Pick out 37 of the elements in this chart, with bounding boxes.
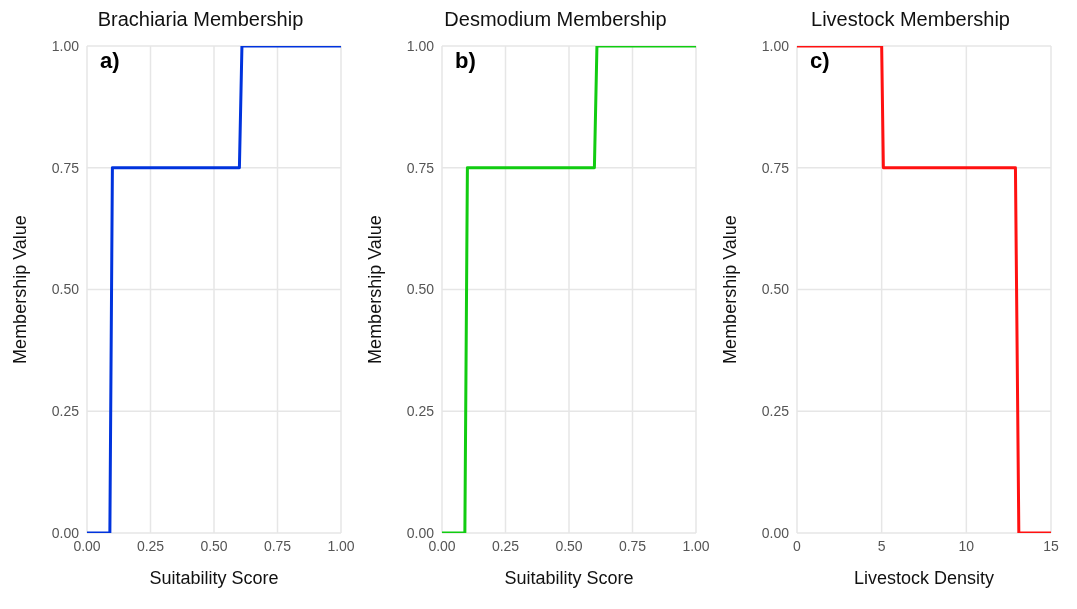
annotation: c) <box>810 48 830 74</box>
x-tick-label: 0.75 <box>618 537 647 554</box>
y-tick-label: 0.75 <box>761 159 790 176</box>
y-tick-label: 0.25 <box>406 403 435 420</box>
x-tick-label: 1.00 <box>327 537 355 554</box>
x-tick-label: 10 <box>958 537 975 554</box>
y-tick-label: 0.50 <box>406 281 435 298</box>
y-tick-label: 0.50 <box>761 281 790 298</box>
chart-title: Desmodium Membership <box>443 8 668 32</box>
y-tick-label: 1.00 <box>406 37 435 54</box>
x-tick-label: 0.50 <box>555 537 583 554</box>
y-axis-title: Membership Value <box>365 215 386 364</box>
x-tick-label: 15 <box>1043 537 1059 554</box>
y-tick-label: 0.75 <box>51 159 80 176</box>
y-axis-title: Membership Value <box>10 215 31 364</box>
x-tick-label: 0 <box>793 537 802 554</box>
y-tick-label: 1.00 <box>51 37 80 54</box>
x-tick-label: 5 <box>877 537 886 554</box>
annotation: a) <box>100 48 120 74</box>
x-tick-label: 0.25 <box>136 537 165 554</box>
y-tick-label: 0.25 <box>761 403 790 420</box>
y-tick-label: 0.75 <box>406 159 435 176</box>
y-tick-label: 0.25 <box>51 403 80 420</box>
y-axis-title: Membership Value <box>720 215 741 364</box>
y-tick-label: 0.50 <box>51 281 80 298</box>
x-tick-label: 0.50 <box>200 537 228 554</box>
y-tick-label: 0.00 <box>761 524 790 541</box>
x-axis-title: Suitability Score <box>504 568 634 588</box>
x-tick-label: 0.25 <box>491 537 520 554</box>
annotation: b) <box>455 48 476 74</box>
x-axis-title: Suitability Score <box>149 568 279 588</box>
chart-title: Livestock Membership <box>810 8 1011 32</box>
x-tick-label: 1.00 <box>682 537 710 554</box>
x-tick-label: 0.75 <box>263 537 292 554</box>
y-tick-label: 1.00 <box>761 37 790 54</box>
x-axis-title: Livestock Density <box>853 568 995 588</box>
chart-title: Brachiaria Membership <box>96 8 305 32</box>
